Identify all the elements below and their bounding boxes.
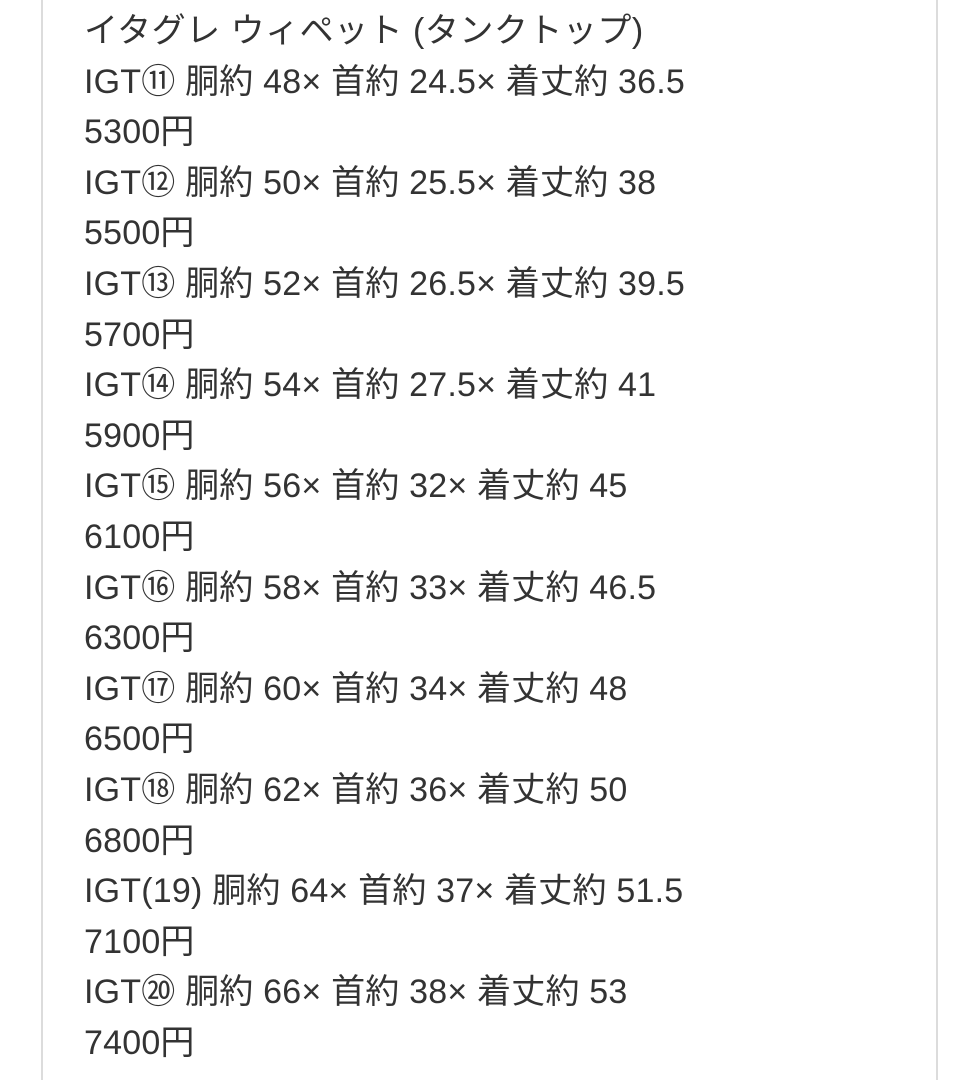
size-line: IGT⑯ 胴約 58× 首約 33× 着丈約 46.5 — [84, 568, 657, 607]
size-line: IGT(19) 胴約 64× 首約 37× 着丈約 51.5 — [84, 872, 684, 911]
price-line: 5500円 — [84, 214, 195, 253]
text-column: イタグレ ウィペット (タンクトップ) IGT⑪ 胴約 48× 首約 24.5×… — [84, 0, 928, 1068]
size-line: IGT⑫ 胴約 50× 首約 25.5× 着丈約 38 — [84, 163, 657, 202]
size-line: IGT⑭ 胴約 54× 首約 27.5× 着丈約 41 — [84, 366, 657, 405]
price-line: 7100円 — [84, 922, 195, 961]
left-column-rule — [41, 0, 43, 1080]
price-line: 7400円 — [84, 1023, 195, 1062]
right-column-rule — [936, 0, 938, 1080]
price-line: 6500円 — [84, 720, 195, 759]
price-line: 6300円 — [84, 619, 195, 658]
price-line: 5700円 — [84, 315, 195, 354]
size-line: IGT⑪ 胴約 48× 首約 24.5× 着丈約 36.5 — [84, 62, 686, 101]
size-line: IGT⑳ 胴約 66× 首約 38× 着丈約 53 — [84, 973, 628, 1012]
size-line: IGT⑱ 胴約 62× 首約 36× 着丈約 50 — [84, 770, 628, 809]
size-line: IGT⑬ 胴約 52× 首約 26.5× 着丈約 39.5 — [84, 264, 686, 303]
page-title: イタグレ ウィペット (タンクトップ) — [84, 12, 644, 50]
size-line: IGT⑰ 胴約 60× 首約 34× 着丈約 48 — [84, 669, 628, 708]
price-line: 5300円 — [84, 113, 195, 152]
size-line: IGT⑮ 胴約 56× 首約 32× 着丈約 45 — [84, 467, 628, 506]
price-line: 6100円 — [84, 517, 195, 556]
price-line: 6800円 — [84, 821, 195, 860]
price-line: 5900円 — [84, 416, 195, 455]
